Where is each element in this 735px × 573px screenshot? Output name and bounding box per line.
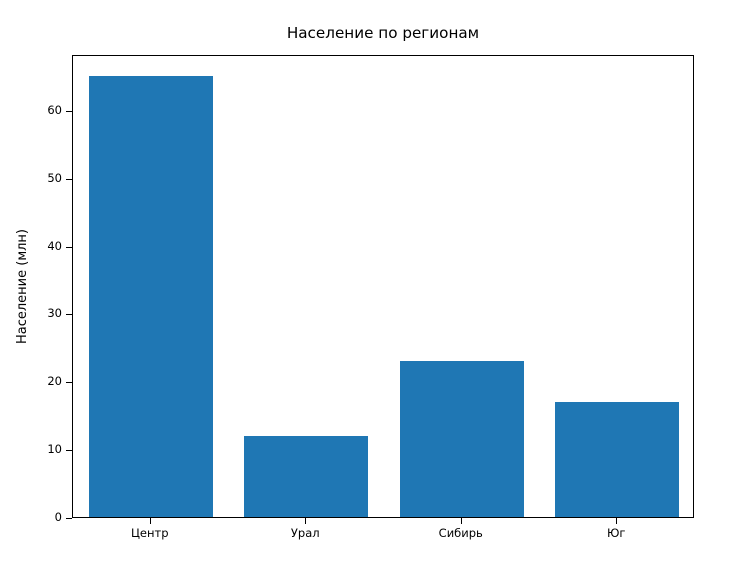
y-tick-mark — [66, 246, 72, 248]
y-tick-mark — [66, 314, 72, 316]
y-tick-label: 20 — [47, 374, 62, 389]
y-tick-mark — [66, 178, 72, 180]
x-tick-mark — [149, 518, 151, 524]
x-tick-label-Урал: Урал — [290, 526, 320, 540]
bar-Юг — [555, 401, 680, 517]
bar-series — [73, 56, 693, 517]
y-tick-mark — [66, 518, 72, 519]
x-tick-label-Юг: Юг — [607, 526, 626, 540]
y-tick-label: 50 — [47, 170, 62, 185]
y-tick-mark — [66, 110, 72, 112]
bar-Урал — [244, 435, 369, 517]
x-tick-mark — [460, 518, 462, 524]
bar-Центр — [88, 76, 213, 517]
y-tick-label: 30 — [47, 306, 62, 321]
y-tick-label: 10 — [47, 442, 62, 457]
x-tick-mark — [305, 518, 307, 524]
x-tick-mark — [616, 518, 618, 524]
x-tick-label-Сибирь: Сибирь — [438, 526, 483, 540]
chart-title: Население по регионам — [286, 24, 480, 42]
x-tick-label-Центр: Центр — [130, 526, 169, 540]
plot-area — [72, 55, 694, 518]
y-tick-label: 60 — [47, 102, 62, 117]
y-tick-mark — [66, 450, 72, 452]
y-tick-label: 0 — [54, 510, 62, 524]
y-tick-mark — [66, 382, 72, 384]
y-tick-label: 40 — [47, 238, 62, 253]
bar-Сибирь — [399, 360, 524, 517]
